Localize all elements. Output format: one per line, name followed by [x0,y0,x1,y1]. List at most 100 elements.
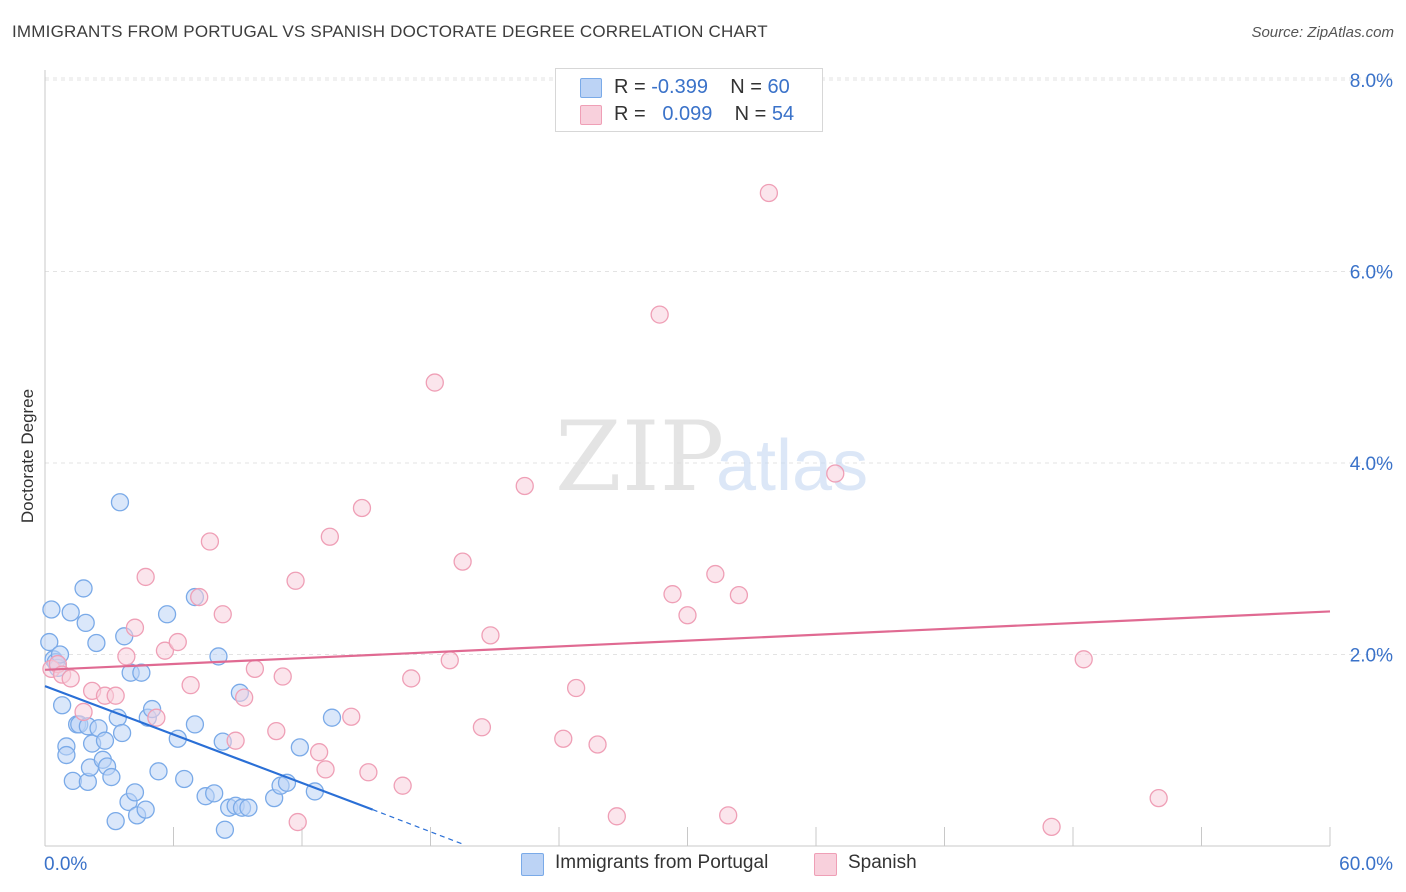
spanish-point [309,743,329,762]
portugal-point [40,632,59,652]
portugal-trend-line [44,685,374,811]
spanish-point [440,651,459,670]
spanish-point [235,688,254,707]
spanish-point [74,702,93,722]
spanish-point [826,464,845,483]
spanish-point [245,659,265,679]
spanish-point [200,532,220,551]
legend-n-value: 54 [771,103,795,125]
y-tick-label: 2.0% [1350,646,1393,667]
portugal-point [205,784,224,803]
legend-n-label: N = [734,103,767,125]
portugal-point [52,696,72,715]
spanish-point [190,587,209,607]
portugal-point [175,769,194,789]
spanish-point [607,807,626,826]
spanish-point [288,812,307,832]
spanish-point [719,806,738,825]
portugal-point [125,783,145,802]
spanish-point [1074,650,1093,669]
spanish-point [453,552,472,571]
spanish-point [226,731,245,750]
portugal-point [42,600,61,619]
portugal-point [102,767,121,787]
legend-r-value: -0.399 [651,76,708,98]
series-swatch-portugal [521,853,544,876]
spanish-point [267,721,286,741]
spanish-point [402,669,421,688]
y-tick-label: 4.0% [1350,454,1393,475]
portugal-point [239,798,258,817]
spanish-point [759,183,779,203]
spanish-point [425,373,444,392]
portugal-point [74,579,93,598]
spanish-point [359,763,378,782]
portugal-point [290,738,310,757]
legend-swatch-portugal [580,78,602,98]
x-tick-label-min: 0.0% [44,854,87,875]
spanish-point [678,606,697,625]
y-tick-label: 8.0% [1350,71,1393,92]
spanish-point [342,707,361,726]
spanish-point [352,498,372,518]
spanish-point [136,567,155,587]
spanish-point [729,585,749,605]
portugal-point [57,745,76,765]
watermark-zip: ZIP [555,401,724,513]
spanish-point [650,305,669,324]
portugal-point [136,800,155,819]
portugal-point [76,613,95,633]
series-swatch-spanish [814,853,837,876]
spanish-point [588,735,607,754]
spanish-point [117,647,136,666]
legend-n-value: 60 [767,76,790,98]
spanish-point [181,675,200,695]
portugal-point [149,762,168,781]
spanish-point [1149,788,1168,808]
spanish-point [393,776,412,795]
portugal-point [322,708,342,727]
portugal-point [157,605,177,624]
legend-n-label: N = [730,76,762,98]
spanish-point [125,618,145,637]
spanish-point [554,729,573,748]
portugal-point [185,715,205,734]
legend-swatch-spanish [580,105,602,125]
spanish-point [61,669,80,688]
spanish-trend-line [44,610,1331,671]
portugal-point [106,811,125,831]
spanish-point [273,667,292,686]
y-tick-label: 6.0% [1350,263,1393,284]
spanish-point [1042,817,1061,836]
legend-r-value: 0.099 [662,103,713,125]
portugal-point [110,493,130,512]
spanish-point [213,605,232,624]
spanish-point [286,571,305,590]
spanish-point [472,718,492,737]
portugal-point [87,633,106,653]
spanish-point [515,476,534,496]
spanish-point [320,527,339,546]
watermark-atlas: atlas [716,426,868,506]
portugal-point [95,731,115,750]
correlation-legend: R = -0.399 N = 60 R = 0.099 N = 54 [555,68,823,132]
series-label-spanish: Spanish [848,852,917,873]
legend-r-label: R = [614,76,646,98]
legend-r-label: R = [614,103,646,125]
x-tick-label-max: 60.0% [1339,854,1393,875]
portugal-trend-extension [372,809,463,845]
spanish-point [168,632,187,652]
spanish-point [706,564,725,584]
spanish-point [155,641,175,660]
spanish-point [663,585,682,604]
portugal-point [215,820,235,839]
portugal-point [132,663,151,682]
chart-title: IMMIGRANTS FROM PORTUGAL VS SPANISH DOCT… [12,22,768,41]
spanish-point [316,760,335,779]
spanish-point [566,678,586,698]
spanish-point [147,708,166,727]
portugal-point [61,603,80,622]
source-label: Source: ZipAtlas.com [1251,24,1394,41]
spanish-point [106,686,125,705]
